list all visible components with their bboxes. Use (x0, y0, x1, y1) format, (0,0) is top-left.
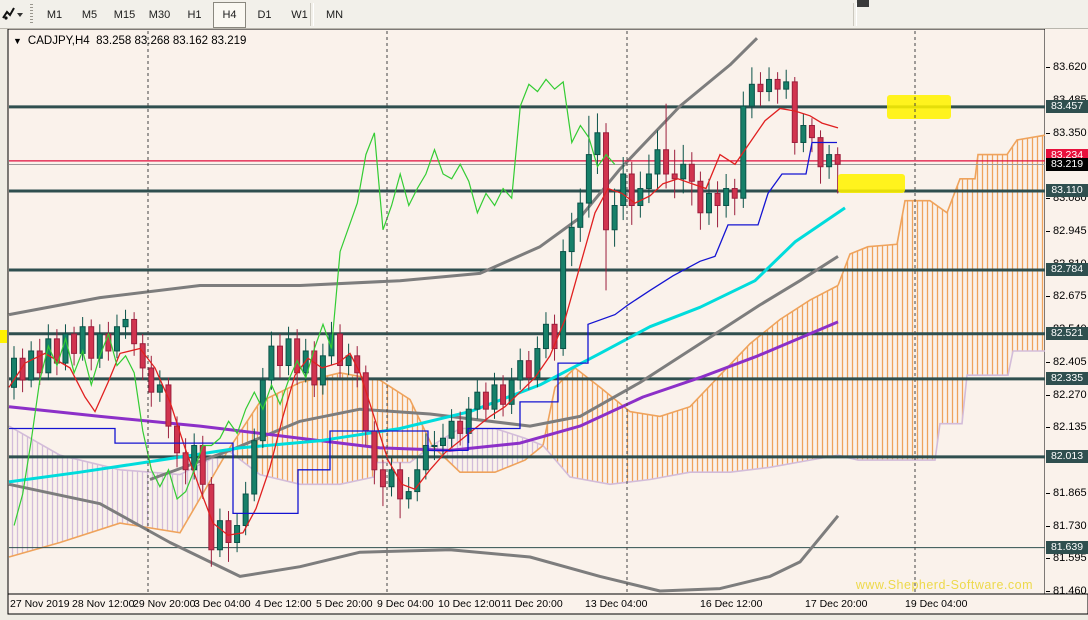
y-tick-label: 83.620 (1053, 61, 1087, 74)
toolbar-drag-handle[interactable] (30, 4, 33, 25)
cropped-toolbar-icon (857, 0, 869, 7)
y-tick (1046, 558, 1050, 560)
timeframe-button-m15[interactable]: M15 (113, 9, 136, 21)
yellow-highlight-2 (887, 95, 951, 119)
x-tick-label: 3 Dec 04:00 (194, 598, 251, 610)
y-tick-label: 82.405 (1053, 355, 1087, 368)
chikou-line (13, 78, 616, 526)
x-tick-label: 5 Dec 20:00 (316, 598, 373, 610)
timeframe-button-m30[interactable]: M30 (148, 9, 171, 21)
timeframe-button-d1[interactable]: D1 (257, 9, 272, 21)
left-edge-highlight (0, 330, 7, 343)
timeframe-button-h4[interactable]: H4 (213, 2, 246, 28)
kijun-line (9, 141, 837, 515)
y-tick (1046, 525, 1050, 527)
y-tick (1046, 361, 1050, 363)
timeframe-toolbar: M1 M5 M15 M30 H1 H4 D1 W1 MN (0, 0, 1088, 29)
watermark: www.Shepherd-Software.com (855, 578, 1033, 592)
indicator-line-gray_mid (149, 255, 839, 481)
x-tick-label: 11 Dec 20:00 (501, 598, 563, 610)
level-badge-82.335: 82.335 (1046, 371, 1088, 385)
y-tick (1046, 492, 1050, 494)
y-tick (1046, 394, 1050, 396)
y-tick-label: 82.270 (1053, 388, 1087, 401)
y-tick-label: 81.865 (1053, 486, 1087, 499)
price-chart[interactable] (0, 29, 1088, 620)
timeframe-button-w1[interactable]: W1 (291, 9, 308, 21)
chart-title: ▼ CADJPY,H4 83.258 83.268 83.162 83.219 (13, 35, 246, 47)
y-tick (1046, 590, 1050, 592)
y-tick-label: 81.460 (1053, 584, 1087, 597)
toolbar-separator (310, 3, 314, 26)
timeframe-buttons: M1 M5 M15 M30 H1 H4 D1 W1 MN (38, 2, 353, 28)
collapse-caret-icon[interactable]: ▼ (13, 36, 22, 46)
level-badge-83.457: 83.457 (1046, 99, 1088, 113)
x-tick-label: 17 Dec 20:00 (805, 598, 868, 610)
y-tick (1046, 198, 1050, 200)
bid-price-badge: 83.219 (1046, 157, 1088, 171)
chart-area[interactable]: ▼ CADJPY,H4 83.258 83.268 83.162 83.219 w… (0, 29, 1088, 620)
level-badge-82.521: 82.521 (1046, 326, 1088, 340)
y-tick (1046, 230, 1050, 232)
x-tick-label: 9 Dec 04:00 (377, 598, 434, 610)
y-tick (1046, 296, 1050, 298)
y-tick-label: 82.945 (1053, 224, 1087, 237)
symbol-label: CADJPY,H4 (27, 35, 90, 47)
indicator-line-gray_lower (8, 482, 840, 593)
ichimoku-cloud-bear (9, 426, 228, 557)
x-tick-label: 19 Dec 04:00 (905, 598, 968, 610)
indicator-line-ma_purple (8, 320, 839, 452)
timeframe-button-m5[interactable]: M5 (81, 9, 98, 21)
ohlc-values: 83.258 83.268 83.162 83.219 (96, 35, 247, 47)
x-tick-label: 27 Nov 2019 (10, 598, 70, 610)
timeframe-button-h1[interactable]: H1 (187, 9, 202, 21)
level-badge-82.013: 82.013 (1046, 449, 1088, 463)
x-tick-label: 16 Dec 12:00 (700, 598, 763, 610)
timeframe-button-mn[interactable]: MN (325, 9, 344, 21)
x-tick-label: 10 Dec 12:00 (438, 598, 501, 610)
yellow-highlight-1 (838, 174, 905, 193)
indicator-line-gray_upper (8, 37, 759, 317)
level-badge-82.784: 82.784 (1046, 262, 1088, 276)
toolbar-separator (853, 3, 857, 26)
tenkan-line (8, 107, 839, 536)
y-tick-label: 81.595 (1053, 552, 1087, 565)
level-badge-83.110: 83.110 (1046, 183, 1088, 197)
timeframe-button-m1[interactable]: M1 (46, 9, 63, 21)
y-tick-label: 83.350 (1053, 126, 1087, 139)
y-tick (1046, 132, 1050, 134)
y-tick-label: 81.730 (1053, 519, 1087, 532)
x-tick-label: 13 Dec 04:00 (585, 598, 648, 610)
chart-tool-icon[interactable] (2, 5, 26, 23)
x-tick-label: 28 Nov 12:00 (72, 598, 135, 610)
x-tick-label: 29 Nov 20:00 (133, 598, 196, 610)
level-badge-81.639: 81.639 (1046, 540, 1088, 554)
y-tick-label: 82.135 (1053, 421, 1087, 434)
x-tick-label: 4 Dec 12:00 (255, 598, 312, 610)
y-tick (1046, 67, 1050, 69)
y-tick-label: 82.675 (1053, 290, 1087, 303)
y-tick (1046, 427, 1050, 429)
